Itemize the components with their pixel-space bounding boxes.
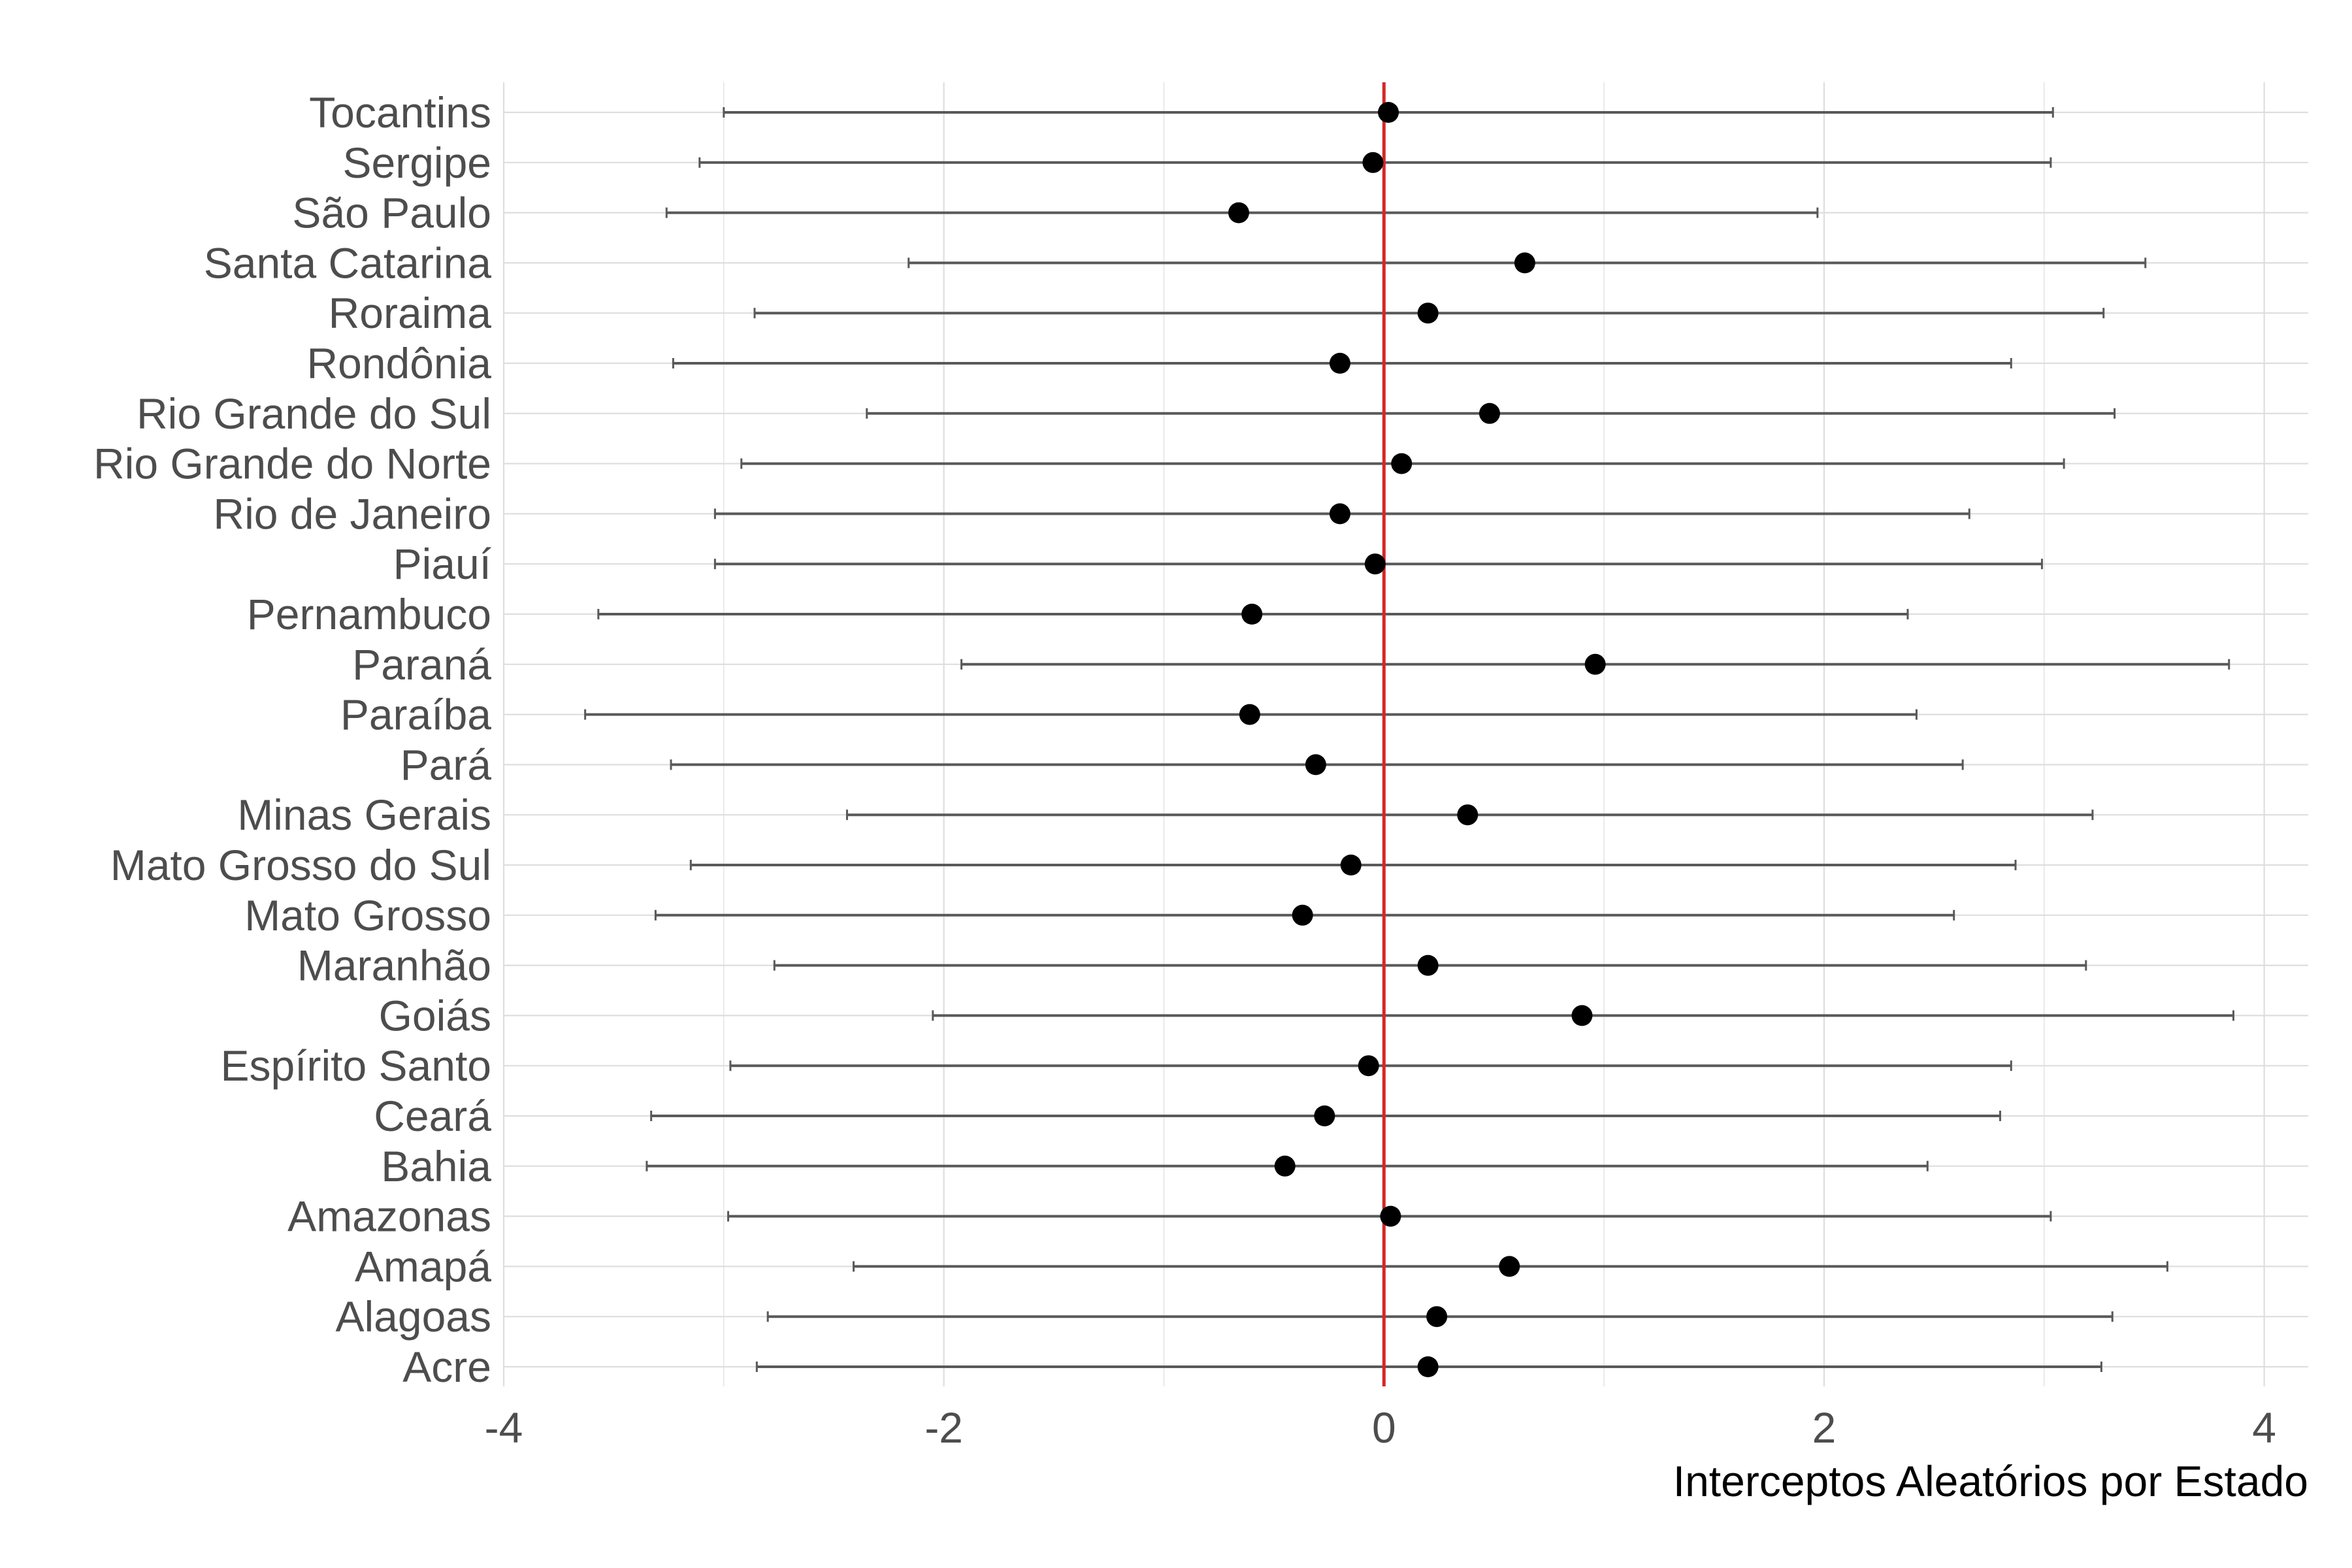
point-estimate: [1329, 353, 1350, 374]
point-estimate: [1364, 553, 1386, 575]
y-tick-label: Mato Grosso: [244, 891, 491, 939]
y-tick-label: Paraná: [352, 640, 491, 689]
point-estimate: [1241, 604, 1263, 625]
point-estimate: [1417, 302, 1439, 324]
point-estimate: [1417, 955, 1439, 976]
y-tick-label: Goiás: [379, 991, 491, 1039]
x-axis-tick-labels: -4 -2 0 2 4: [485, 1403, 2276, 1452]
y-tick-label: Alagoas: [335, 1292, 491, 1341]
point-estimate: [1478, 402, 1500, 424]
x-tick-label: -2: [924, 1403, 963, 1452]
point-estimate: [1274, 1155, 1296, 1177]
y-tick-label: Paraíba: [340, 691, 491, 739]
point-estimate: [1584, 653, 1606, 675]
y-tick-label: Acre: [402, 1343, 491, 1391]
point-estimate: [1340, 855, 1362, 875]
y-tick-label: Tocantins: [309, 88, 491, 137]
y-tick-label: Espírito Santo: [220, 1041, 491, 1090]
x-tick-label: 4: [2252, 1403, 2276, 1452]
point-estimate: [1457, 804, 1478, 826]
point-estimate: [1314, 1105, 1335, 1126]
y-tick-label: Rio Grande do Norte: [93, 440, 491, 488]
x-axis-title: Interceptos Aleatórios por Estado: [1673, 1457, 2308, 1505]
y-tick-label: Rio Grande do Sul: [137, 389, 491, 438]
x-tick-label: 0: [1372, 1403, 1396, 1452]
point-estimate: [1380, 1205, 1401, 1227]
y-tick-label: Rondônia: [306, 339, 491, 387]
y-tick-label: São Paulo: [292, 189, 491, 237]
point-estimate: [1571, 1005, 1593, 1026]
point-estimate: [1239, 704, 1260, 725]
point-estimate: [1391, 453, 1413, 474]
y-tick-label: Maranhão: [297, 941, 491, 990]
y-tick-label: Pará: [400, 740, 492, 789]
point-estimate: [1329, 503, 1350, 525]
y-tick-label: Rio de Janeiro: [213, 489, 491, 538]
point-estimate: [1499, 1256, 1520, 1277]
point-estimate: [1426, 1306, 1448, 1328]
y-tick-label: Pernambuco: [247, 590, 491, 638]
point-estimate: [1514, 252, 1535, 274]
point-estimate: [1358, 1055, 1379, 1077]
point-estimate: [1378, 102, 1399, 123]
x-tick-label: -4: [485, 1403, 523, 1452]
y-tick-label: Sergipe: [343, 139, 492, 187]
point-estimate: [1292, 904, 1313, 926]
y-tick-label: Amazonas: [287, 1192, 491, 1241]
y-tick-label: Amapá: [355, 1242, 491, 1290]
y-tick-label: Piauí: [393, 540, 492, 588]
x-tick-label: 2: [1812, 1403, 1837, 1452]
point-estimate: [1362, 152, 1384, 173]
y-tick-label: Ceará: [374, 1092, 491, 1140]
y-tick-label: Santa Catarina: [204, 238, 492, 287]
y-tick-label: Bahia: [381, 1142, 491, 1190]
point-estimate: [1305, 754, 1326, 776]
point-estimates: [1228, 102, 1606, 1377]
y-tick-label: Roraima: [329, 289, 492, 337]
point-estimate: [1417, 1356, 1439, 1377]
point-estimate: [1228, 202, 1250, 223]
y-tick-label: Minas Gerais: [237, 791, 491, 839]
y-tick-label: Mato Grosso do Sul: [110, 841, 491, 889]
